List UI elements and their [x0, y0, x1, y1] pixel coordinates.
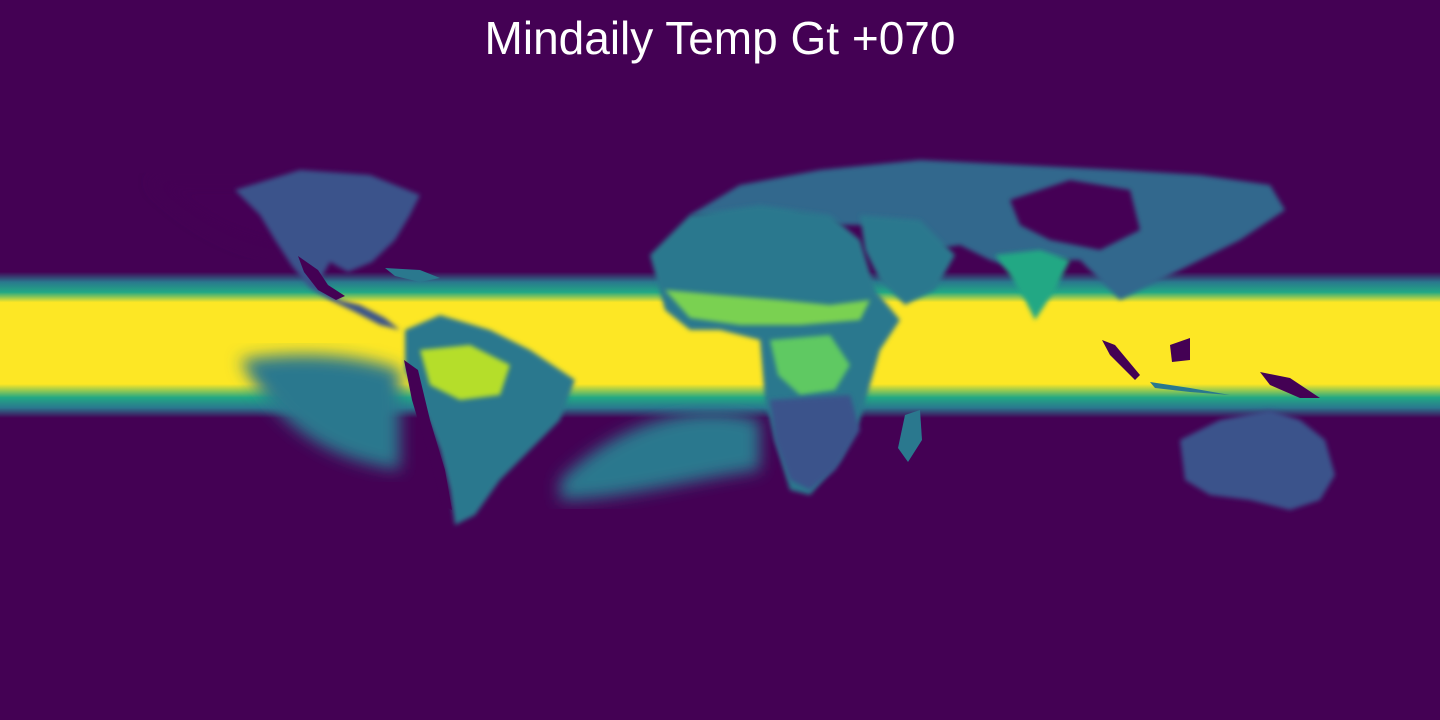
map-title: Mindaily Temp Gt +070 — [484, 12, 956, 64]
eurasia — [690, 160, 1285, 300]
sahel-bright — [665, 290, 870, 325]
amazon-bright — [420, 345, 510, 400]
tibet-dark — [1010, 180, 1140, 250]
congo — [770, 335, 850, 395]
southern-africa — [770, 395, 860, 490]
india — [995, 250, 1070, 320]
band-dip-east-pacific — [240, 354, 400, 470]
sumatra — [1102, 340, 1140, 380]
new-guinea — [1260, 372, 1320, 398]
band-dip-south-atlantic — [560, 412, 760, 500]
madagascar — [898, 410, 922, 462]
mexico-dark — [298, 256, 345, 300]
java — [1150, 382, 1230, 395]
north-america — [235, 170, 420, 330]
arabia — [860, 215, 955, 305]
andes-dark — [404, 360, 452, 510]
borneo — [1170, 338, 1190, 362]
australia — [1180, 410, 1335, 510]
caribbean — [385, 268, 440, 282]
